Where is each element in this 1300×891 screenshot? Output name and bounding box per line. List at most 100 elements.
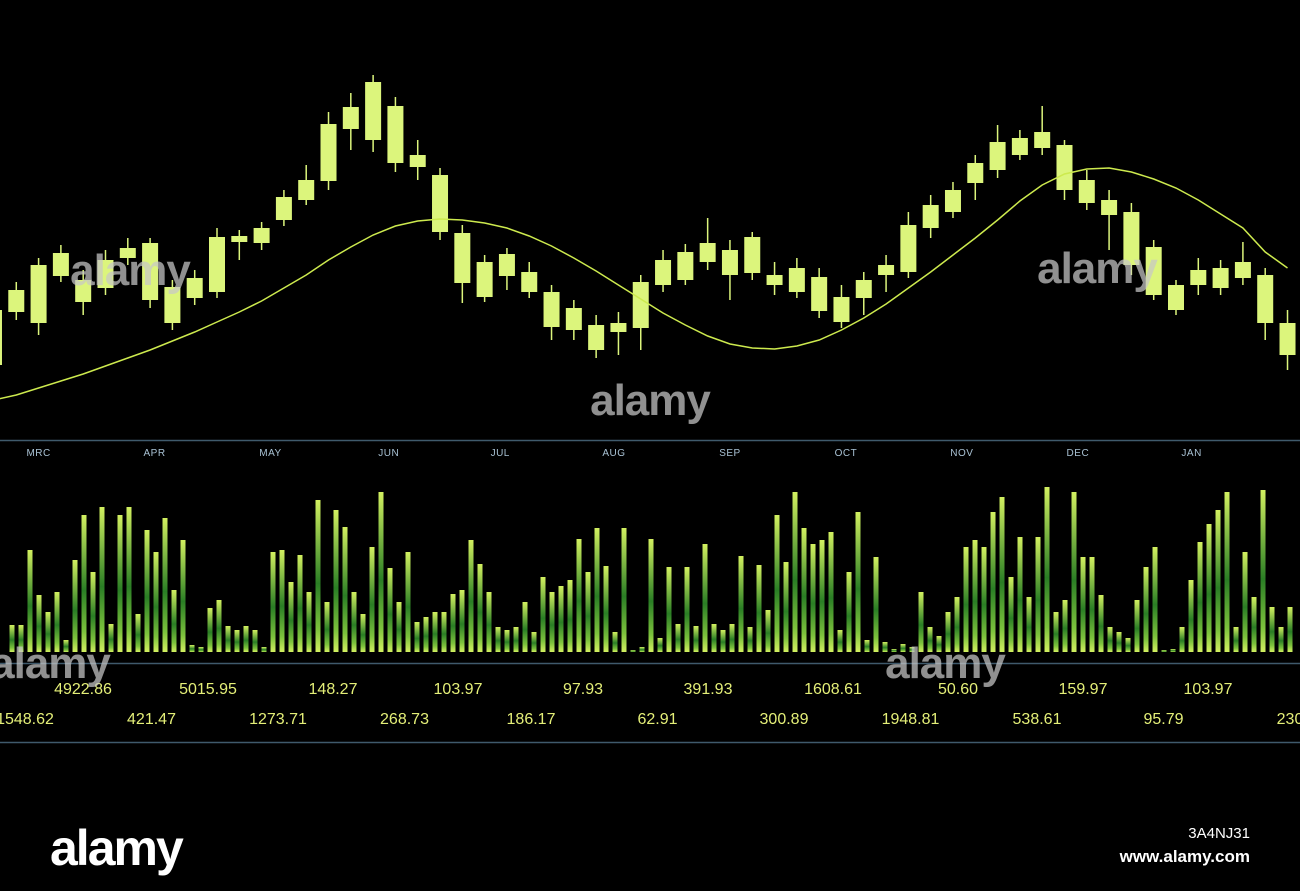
candle-body: [253, 228, 270, 243]
candle-body: [409, 155, 426, 167]
volume-bar: [990, 512, 996, 652]
volume-bar: [324, 602, 330, 652]
volume-bar: [234, 630, 240, 652]
volume-bar: [1134, 600, 1140, 652]
candle-body: [209, 237, 226, 292]
ticker-value: 1273.71: [249, 711, 307, 728]
volume-bar: [882, 642, 888, 652]
volume-bar: [720, 630, 726, 652]
volume-bar: [1251, 597, 1257, 652]
volume-bar: [1026, 597, 1032, 652]
volume-bar: [63, 640, 69, 652]
volume-bar: [1224, 492, 1230, 652]
candle-body: [944, 190, 961, 212]
volume-bar: [954, 597, 960, 652]
candle-body: [610, 323, 627, 332]
volume-bar: [207, 608, 213, 652]
volume-bar: [189, 645, 195, 652]
ticker-value: 4922.86: [54, 681, 112, 698]
candle-body: [744, 237, 761, 273]
brand: alamy: [50, 820, 184, 876]
volume-bar: [603, 566, 609, 652]
volume-bar: [342, 527, 348, 652]
volume-bar: [936, 636, 942, 652]
volume-bar: [405, 552, 411, 652]
candle-body: [298, 180, 315, 200]
candle-body: [989, 142, 1006, 170]
x-tick-label: JUL: [491, 448, 510, 459]
candle-body: [878, 265, 895, 275]
volume-bar: [72, 560, 78, 652]
volume-bar: [738, 556, 744, 652]
candle-body: [1123, 212, 1140, 265]
watermark: alamy: [1037, 244, 1158, 293]
volume-bar: [567, 580, 573, 652]
ticker-value: 97.93: [563, 681, 603, 698]
candle-body: [8, 290, 25, 312]
candle-body: [432, 175, 449, 232]
site: www.alamy.com: [1119, 847, 1250, 866]
volume-bar: [666, 567, 672, 652]
ticker-value: 95.79: [1143, 711, 1183, 728]
candle-body: [1167, 285, 1184, 310]
ticker-value: 538.61: [1013, 711, 1062, 728]
ticker-value: 186.17: [507, 711, 556, 728]
volume-bar: [198, 647, 204, 652]
candle-body: [655, 260, 672, 285]
ticker-value: 62.91: [637, 711, 677, 728]
volume-bar: [9, 625, 15, 652]
volume-bar: [1053, 612, 1059, 652]
volume-bar: [1080, 557, 1086, 652]
volume-bar: [216, 600, 222, 652]
volume-bar: [1287, 607, 1293, 652]
volume-bar: [162, 518, 168, 652]
volume-bar: [945, 612, 951, 652]
candle-body: [811, 277, 828, 311]
candle-body: [0, 310, 2, 365]
candle-body: [142, 243, 159, 300]
volume-bar: [1062, 600, 1068, 652]
candle-body: [565, 308, 582, 330]
volume-bar: [36, 595, 42, 652]
ticker-value: 103.97: [434, 681, 483, 698]
volume-bar: [648, 539, 654, 652]
candle-body: [320, 124, 337, 181]
volume-bar: [144, 530, 150, 652]
candle-body: [164, 287, 181, 323]
volume-bar: [135, 614, 141, 652]
volume-bar: [918, 592, 924, 652]
candle-body: [1056, 145, 1073, 190]
volume-bar: [1098, 595, 1104, 652]
volume-bar: [792, 492, 798, 652]
volume-bar: [891, 649, 897, 652]
volume-bar: [873, 557, 879, 652]
watermark: alamy: [590, 376, 711, 425]
volume-bar: [414, 622, 420, 652]
volume-bar: [594, 528, 600, 652]
ticker-value: 50.60: [938, 681, 978, 698]
volume-bar: [657, 638, 663, 652]
candle-body: [900, 225, 917, 272]
volume-bar: [1044, 487, 1050, 652]
volume-bar: [1071, 492, 1077, 652]
volume-bar: [1116, 632, 1122, 652]
volume-bar: [1260, 490, 1266, 652]
volume-bar: [90, 572, 96, 652]
candle-body: [1234, 262, 1251, 278]
candle-body: [275, 197, 292, 220]
volume-bar: [621, 528, 627, 652]
volume-bar: [1152, 547, 1158, 652]
candle-body: [387, 106, 404, 163]
volume-bar: [252, 630, 258, 652]
volume-bar: [972, 540, 978, 652]
volume-bar: [585, 572, 591, 652]
volume-bar: [702, 544, 708, 652]
ticker-value: 391.93: [684, 681, 733, 698]
candle-body: [119, 248, 136, 258]
candle-body: [855, 280, 872, 298]
ticker-value: 230: [1277, 711, 1300, 728]
volume-bar: [864, 640, 870, 652]
volume-bar: [18, 625, 24, 652]
volume-bar: [900, 644, 906, 652]
